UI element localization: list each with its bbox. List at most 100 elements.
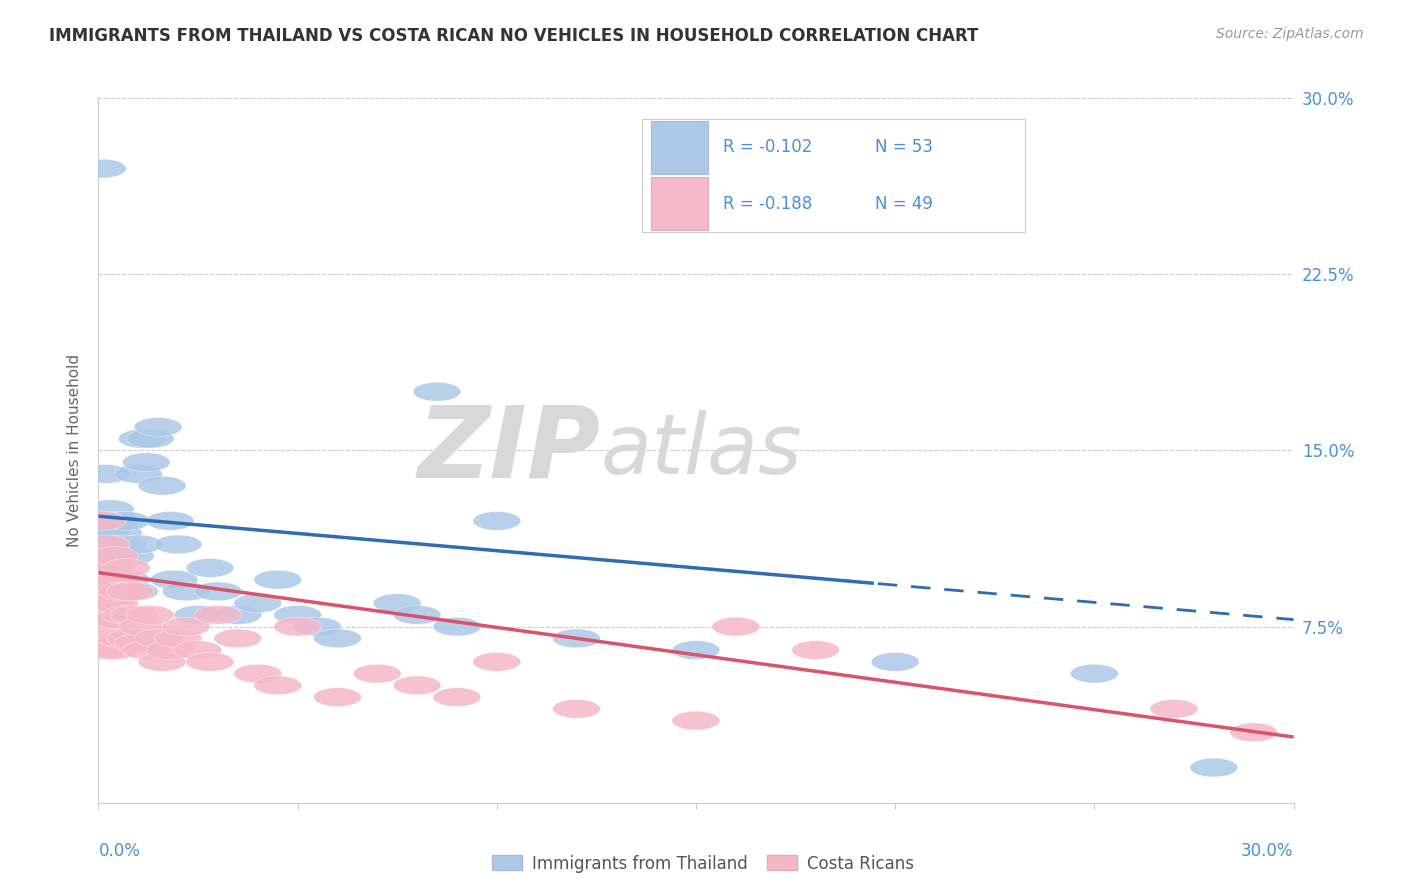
Ellipse shape bbox=[87, 570, 135, 589]
Ellipse shape bbox=[83, 524, 131, 542]
Ellipse shape bbox=[135, 417, 183, 436]
Ellipse shape bbox=[672, 711, 720, 730]
Ellipse shape bbox=[98, 582, 146, 601]
Ellipse shape bbox=[1070, 665, 1118, 683]
FancyBboxPatch shape bbox=[643, 120, 1025, 232]
Ellipse shape bbox=[553, 699, 600, 718]
Ellipse shape bbox=[194, 606, 242, 624]
Ellipse shape bbox=[194, 582, 242, 601]
Text: IMMIGRANTS FROM THAILAND VS COSTA RICAN NO VEHICLES IN HOUSEHOLD CORRELATION CHA: IMMIGRANTS FROM THAILAND VS COSTA RICAN … bbox=[49, 27, 979, 45]
Ellipse shape bbox=[98, 535, 146, 554]
Ellipse shape bbox=[118, 429, 166, 448]
FancyBboxPatch shape bbox=[651, 178, 709, 230]
Ellipse shape bbox=[394, 676, 441, 695]
Ellipse shape bbox=[413, 383, 461, 401]
Ellipse shape bbox=[314, 688, 361, 706]
Text: N = 53: N = 53 bbox=[876, 138, 934, 156]
Ellipse shape bbox=[103, 606, 150, 624]
Ellipse shape bbox=[155, 535, 202, 554]
Text: R = -0.102: R = -0.102 bbox=[724, 138, 813, 156]
Ellipse shape bbox=[353, 665, 401, 683]
Ellipse shape bbox=[553, 629, 600, 648]
Ellipse shape bbox=[83, 465, 131, 483]
Ellipse shape bbox=[87, 606, 135, 624]
Ellipse shape bbox=[103, 558, 150, 577]
Ellipse shape bbox=[79, 606, 127, 624]
Ellipse shape bbox=[114, 465, 162, 483]
Ellipse shape bbox=[79, 511, 127, 531]
Text: R = -0.188: R = -0.188 bbox=[724, 194, 813, 213]
Text: ZIP: ZIP bbox=[418, 402, 600, 499]
Ellipse shape bbox=[118, 617, 166, 636]
Ellipse shape bbox=[114, 535, 162, 554]
Ellipse shape bbox=[233, 665, 281, 683]
Ellipse shape bbox=[214, 606, 262, 624]
Ellipse shape bbox=[872, 652, 920, 672]
Ellipse shape bbox=[79, 640, 127, 659]
Ellipse shape bbox=[1150, 699, 1198, 718]
Ellipse shape bbox=[94, 570, 142, 589]
Ellipse shape bbox=[79, 570, 127, 589]
Ellipse shape bbox=[79, 558, 127, 577]
Ellipse shape bbox=[90, 511, 138, 531]
Ellipse shape bbox=[672, 640, 720, 659]
Text: 30.0%: 30.0% bbox=[1241, 841, 1294, 860]
Ellipse shape bbox=[135, 629, 183, 648]
Ellipse shape bbox=[107, 629, 155, 648]
Ellipse shape bbox=[83, 582, 131, 601]
Ellipse shape bbox=[87, 535, 135, 554]
Ellipse shape bbox=[127, 606, 174, 624]
Ellipse shape bbox=[94, 610, 142, 629]
Ellipse shape bbox=[274, 606, 322, 624]
Ellipse shape bbox=[98, 629, 146, 648]
Ellipse shape bbox=[98, 582, 146, 601]
Ellipse shape bbox=[122, 453, 170, 472]
Ellipse shape bbox=[90, 547, 138, 566]
Ellipse shape bbox=[294, 617, 342, 636]
Ellipse shape bbox=[233, 594, 281, 613]
Legend: Immigrants from Thailand, Costa Ricans: Immigrants from Thailand, Costa Ricans bbox=[485, 848, 921, 880]
Ellipse shape bbox=[90, 594, 138, 613]
Ellipse shape bbox=[94, 524, 142, 542]
Ellipse shape bbox=[138, 476, 186, 495]
Ellipse shape bbox=[792, 640, 839, 659]
Ellipse shape bbox=[127, 429, 174, 448]
Ellipse shape bbox=[146, 640, 194, 659]
Ellipse shape bbox=[162, 582, 209, 601]
Ellipse shape bbox=[138, 652, 186, 672]
Ellipse shape bbox=[254, 570, 302, 589]
Ellipse shape bbox=[87, 558, 135, 577]
Ellipse shape bbox=[83, 535, 131, 554]
Ellipse shape bbox=[79, 582, 127, 601]
Ellipse shape bbox=[214, 629, 262, 648]
Y-axis label: No Vehicles in Household: No Vehicles in Household bbox=[67, 354, 83, 547]
Text: 0.0%: 0.0% bbox=[98, 841, 141, 860]
Text: N = 49: N = 49 bbox=[876, 194, 934, 213]
Ellipse shape bbox=[107, 547, 155, 566]
Ellipse shape bbox=[103, 511, 150, 531]
Ellipse shape bbox=[122, 640, 170, 659]
Ellipse shape bbox=[90, 582, 138, 601]
Text: Source: ZipAtlas.com: Source: ZipAtlas.com bbox=[1216, 27, 1364, 41]
Ellipse shape bbox=[79, 159, 127, 178]
Ellipse shape bbox=[87, 594, 135, 613]
Ellipse shape bbox=[146, 511, 194, 531]
Ellipse shape bbox=[107, 582, 155, 601]
Ellipse shape bbox=[111, 606, 159, 624]
Ellipse shape bbox=[155, 629, 202, 648]
Ellipse shape bbox=[90, 640, 138, 659]
Ellipse shape bbox=[274, 617, 322, 636]
Ellipse shape bbox=[90, 547, 138, 566]
Ellipse shape bbox=[1230, 723, 1278, 742]
Ellipse shape bbox=[1189, 758, 1237, 777]
Ellipse shape bbox=[103, 570, 150, 589]
FancyBboxPatch shape bbox=[651, 121, 709, 174]
Ellipse shape bbox=[150, 570, 198, 589]
Ellipse shape bbox=[394, 606, 441, 624]
Ellipse shape bbox=[472, 652, 520, 672]
Ellipse shape bbox=[174, 606, 222, 624]
Ellipse shape bbox=[374, 594, 422, 613]
Ellipse shape bbox=[83, 617, 131, 636]
Ellipse shape bbox=[87, 629, 135, 648]
Ellipse shape bbox=[433, 688, 481, 706]
